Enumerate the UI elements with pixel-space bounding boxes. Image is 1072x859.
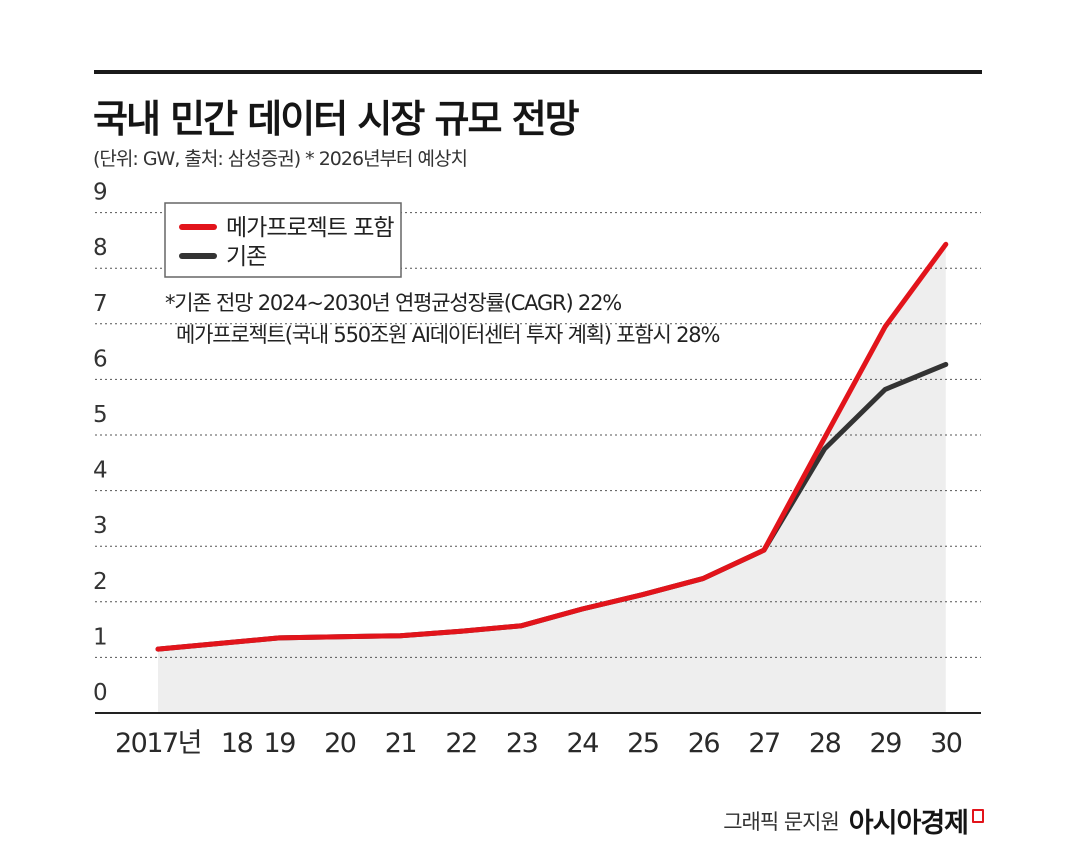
y-tick-label: 2 xyxy=(93,569,107,595)
x-tick-label: 27 xyxy=(748,728,779,759)
x-tick-label: 19 xyxy=(264,728,296,759)
x-tick-label: 20 xyxy=(324,728,356,759)
x-tick-label: 21 xyxy=(385,728,416,759)
y-tick-label: 0 xyxy=(93,680,107,706)
brand-logo-text: 아시아경제 xyxy=(848,808,969,839)
x-tick-label: 30 xyxy=(930,728,962,759)
x-tick-labels: 2017년 18 19 20 21 22 23 24 25 26 27 28 29 30 xyxy=(115,728,963,759)
y-tick-label: 8 xyxy=(93,235,107,261)
y-tick-label: 6 xyxy=(93,346,107,372)
legend-label-base: 기존 xyxy=(226,244,266,270)
brand-mark-icon xyxy=(972,808,984,823)
x-tick-label: 2017년 xyxy=(115,728,201,759)
legend-box xyxy=(164,202,402,278)
chart-title: 국내 민간 데이터 시장 규모 전망 xyxy=(93,97,580,141)
x-tick-label: 23 xyxy=(506,728,538,759)
x-tick-label: 28 xyxy=(809,728,841,759)
x-tick-label: 26 xyxy=(688,728,720,759)
x-tick-label: 18 xyxy=(221,728,253,759)
series-line-mega xyxy=(155,241,949,652)
y-tick-label: 1 xyxy=(93,624,107,650)
x-tick-label: 22 xyxy=(445,728,476,759)
y-tick-label: 9 xyxy=(93,180,107,206)
credit: 그래픽 문지원 아시아경제 xyxy=(723,801,984,840)
legend-label-mega: 메가프로젝트 포함 xyxy=(226,215,394,241)
top-rule xyxy=(94,70,982,74)
credit-graphic: 그래픽 문지원 xyxy=(723,809,840,834)
legend: 메가프로젝트 포함 기존 xyxy=(164,202,402,278)
y-tick-labels: 0 1 2 3 4 5 6 7 8 9 xyxy=(93,180,108,706)
y-tick-label: 4 xyxy=(93,458,107,484)
x-tick-label: 24 xyxy=(567,728,599,759)
annotation-cagr-mega: 메가프로젝트(국내 550조원 AI데이터센터 투자 계획) 포함시 28% xyxy=(176,323,719,347)
x-tick-label: 29 xyxy=(870,728,902,759)
y-tick-label: 5 xyxy=(93,402,107,428)
y-tick-label: 3 xyxy=(93,513,107,539)
x-tick-label: 25 xyxy=(627,728,658,759)
annotation-cagr-base: *기존 전망 2024~2030년 연평균성장률(CAGR) 22% xyxy=(165,291,621,315)
shaded-area xyxy=(158,244,946,714)
y-tick-label: 7 xyxy=(93,291,107,317)
chart-subtitle: (단위: GW, 출처: 삼성증권) * 2026년부터 예상치 xyxy=(93,148,468,170)
